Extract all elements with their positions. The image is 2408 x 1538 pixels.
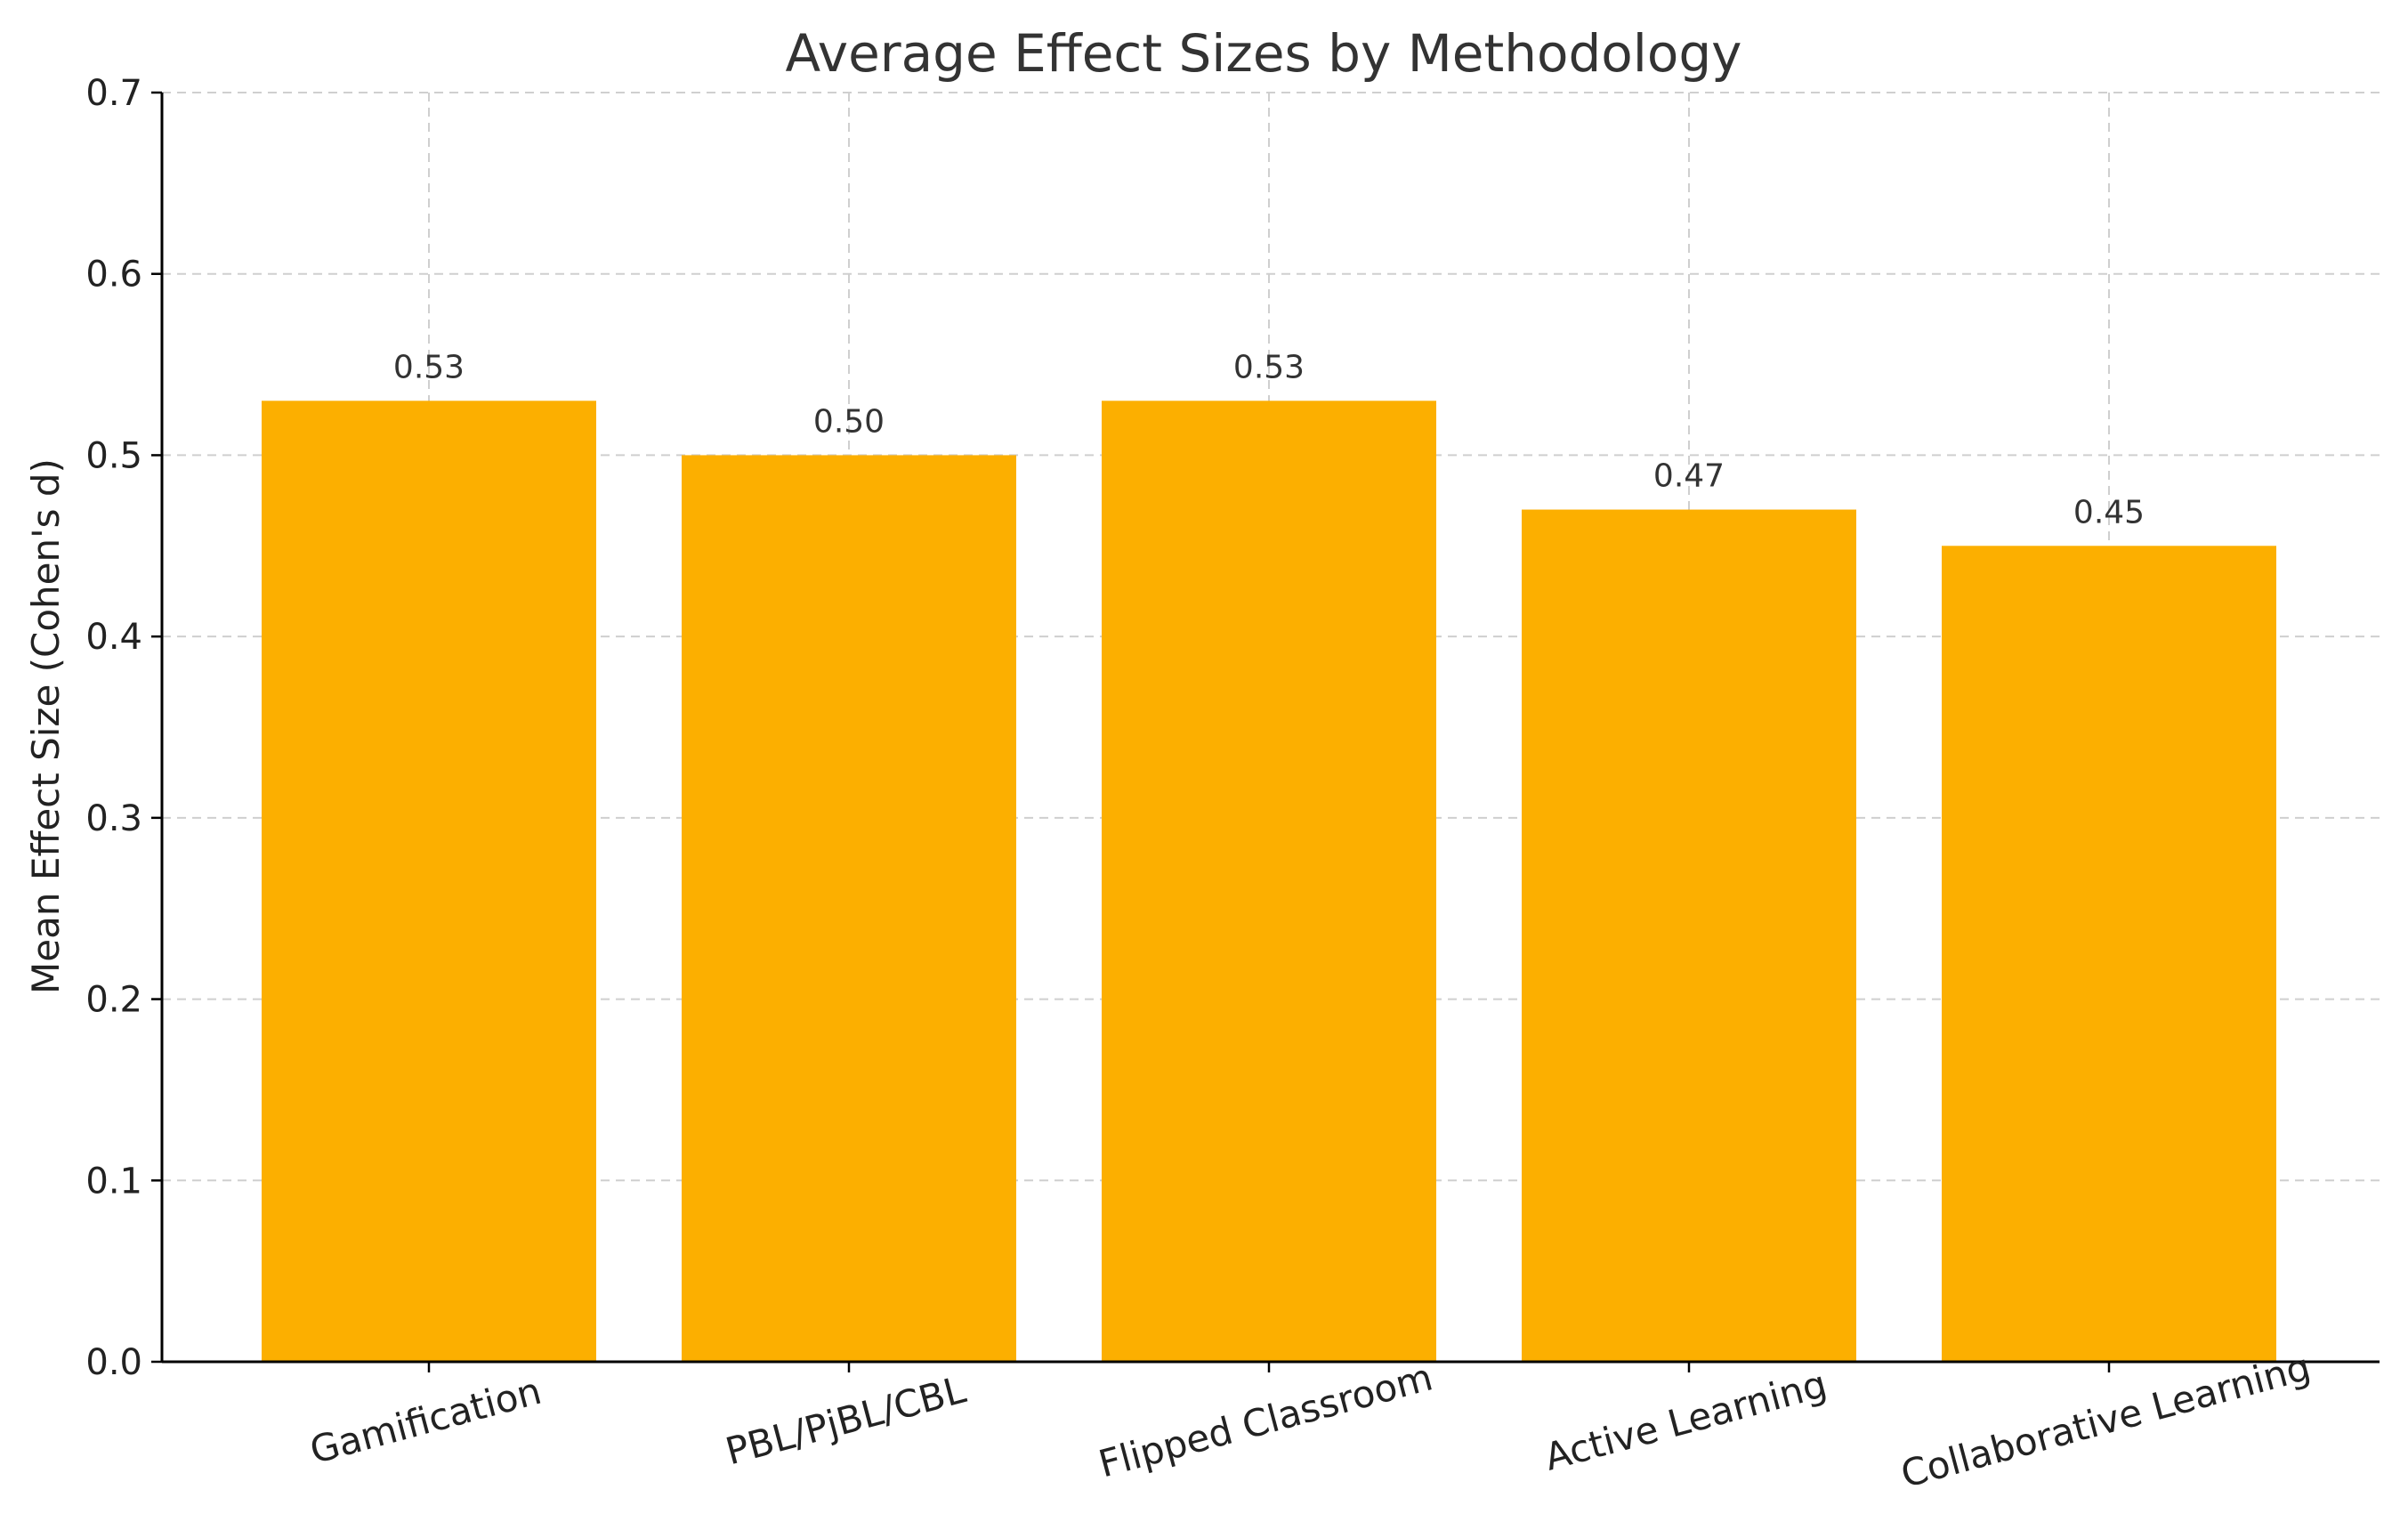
axes (160, 93, 2380, 1364)
y-tick-label: 0.7 (85, 73, 142, 114)
bar (1942, 546, 2276, 1362)
bar-value-label: 0.45 (2073, 494, 2145, 530)
bar-value-label: 0.50 (813, 403, 885, 440)
chart-title: Average Effect Sizes by Methodology (785, 23, 1741, 84)
y-tick-label: 0.1 (85, 1161, 142, 1202)
bar (262, 401, 596, 1362)
y-tick-label: 0.4 (85, 617, 142, 658)
bar-value-label: 0.47 (1653, 458, 1725, 495)
y-tick-label: 0.3 (85, 798, 142, 839)
data-labels: 0.53 0.50 0.53 0.47 0.45 (393, 349, 2145, 530)
y-tick-label: 0.6 (85, 255, 142, 295)
x-ticks: Gamification PBL/PjBL/CBL Flipped Classroo… (305, 1345, 2315, 1496)
bar-value-label: 0.53 (1233, 349, 1305, 385)
y-tick-label: 0.2 (85, 980, 142, 1021)
bar (1522, 509, 1856, 1362)
bars (262, 401, 2276, 1362)
x-tick-label: Collaborative Learning (1896, 1345, 2315, 1496)
bar (682, 455, 1016, 1362)
y-ticks: 0.0 0.1 0.2 0.3 0.4 0.5 0.6 0.7 (85, 73, 162, 1383)
x-tick-label: PBL/PjBL/CBL (721, 1367, 970, 1473)
y-axis-label: Mean Effect Size (Cohen's d) (24, 458, 68, 994)
y-tick-label: 0.5 (85, 435, 142, 476)
x-tick-label: Active Learning (1540, 1362, 1831, 1479)
bar (1102, 401, 1436, 1362)
x-tick-label: Gamification (305, 1369, 545, 1472)
x-tick-label: Flipped Classroom (1095, 1355, 1437, 1485)
bar-value-label: 0.53 (393, 349, 465, 385)
y-tick-label: 0.0 (85, 1342, 142, 1383)
